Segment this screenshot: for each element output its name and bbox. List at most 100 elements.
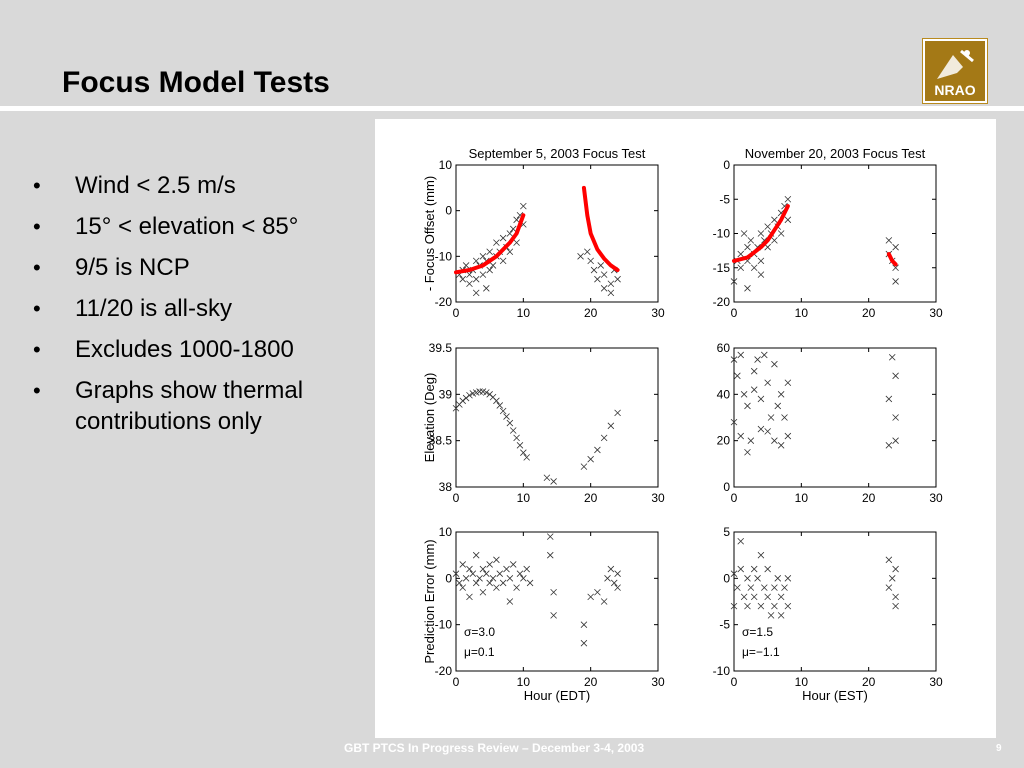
- data-point: [479, 565, 487, 573]
- chart-title: September 5, 2003 Focus Test: [469, 146, 646, 161]
- data-point: [469, 570, 477, 577]
- data-point: [750, 565, 758, 573]
- data-point: [486, 248, 493, 256]
- data-point: [750, 593, 758, 601]
- y-axis-label: - Focus Offset (mm): [422, 176, 437, 291]
- data-point: [489, 575, 497, 582]
- data-point: [509, 561, 517, 568]
- data-point: [462, 262, 470, 269]
- data-point: [584, 248, 591, 256]
- bullet-item: • Wind < 2.5 m/s: [33, 172, 236, 199]
- y-tick-label: -20: [713, 295, 731, 309]
- data-point: [614, 275, 621, 283]
- data-point: [476, 575, 483, 582]
- nrao-logo-icon: NRAO: [925, 41, 985, 101]
- data-point: [580, 621, 588, 628]
- slide-title: Focus Model Tests: [62, 66, 330, 99]
- x-tick-label: 20: [584, 491, 598, 505]
- data-point: [587, 593, 594, 601]
- data-point: [784, 575, 792, 582]
- bullet-item: • 9/5 is NCP: [33, 254, 190, 281]
- bullet-item: • Graphs show thermal contributions only: [33, 377, 304, 435]
- data-point: [493, 239, 500, 246]
- x-tick-label: 20: [584, 306, 598, 320]
- data-point: [784, 195, 792, 203]
- data-point: [764, 565, 771, 573]
- x-tick-label: 0: [453, 675, 460, 689]
- data-point: [456, 579, 463, 587]
- data-point: [771, 584, 778, 591]
- data-point: [757, 271, 765, 278]
- data-point: [479, 253, 487, 260]
- data-point: [604, 575, 611, 582]
- data-point: [750, 264, 758, 272]
- chart-6: 0 10 20 30 5 0 -5 -10 Hour (EST) σ=1.5 μ=−1.1: [713, 525, 943, 703]
- data-point: [892, 264, 899, 272]
- data-point: [892, 565, 899, 573]
- data-point: [499, 234, 507, 242]
- data-point: [526, 579, 534, 587]
- data-point: [483, 285, 490, 292]
- data-point: [764, 379, 771, 387]
- chart-3: 0 10 20 30 39.5 39 38.5 38 Elevation (Deg): [422, 341, 665, 505]
- y-tick-label: -10: [713, 664, 731, 678]
- data-point: [459, 275, 467, 283]
- data-point: [744, 448, 751, 456]
- data-point: [506, 230, 514, 237]
- data-point: [594, 446, 601, 454]
- y-tick-label: 40: [717, 387, 731, 401]
- data-point: [771, 437, 778, 444]
- data-point: [764, 223, 771, 230]
- data-point: [892, 278, 899, 285]
- data-point: [520, 449, 527, 456]
- data-point: [888, 575, 896, 582]
- x-tick-label: 30: [929, 675, 943, 689]
- data-point: [462, 394, 470, 402]
- data-point: [550, 588, 557, 596]
- data-point: [730, 602, 738, 610]
- data-point: [459, 561, 467, 568]
- data-point: [462, 575, 470, 582]
- data-point: [580, 463, 588, 470]
- y-tick-label: 10: [439, 158, 453, 172]
- data-point: [513, 216, 520, 224]
- x-tick-label: 0: [731, 675, 738, 689]
- stat-annotation: μ=−1.1: [742, 645, 780, 659]
- data-point: [777, 442, 785, 449]
- data-point: [784, 602, 792, 610]
- data-point: [452, 570, 460, 577]
- data-point: [523, 454, 530, 461]
- data-point: [499, 407, 507, 415]
- data-point: [506, 598, 514, 605]
- y-tick-label: 20: [717, 434, 731, 448]
- data-point: [774, 402, 782, 410]
- x-tick-label: 20: [862, 491, 876, 505]
- data-point: [740, 230, 748, 237]
- data-point: [730, 278, 738, 285]
- y-tick-label: -5: [719, 618, 730, 632]
- model-fit-line: [454, 213, 526, 275]
- data-point: [614, 409, 621, 417]
- data-point: [784, 379, 792, 387]
- data-point: [600, 271, 608, 278]
- data-point: [506, 419, 514, 427]
- data-point: [740, 391, 748, 398]
- x-tick-label: 30: [929, 306, 943, 320]
- y-tick-label: 38: [439, 480, 453, 494]
- data-point: [523, 565, 530, 573]
- data-point: [607, 565, 615, 573]
- data-point: [486, 391, 493, 398]
- data-point: [509, 427, 517, 434]
- x-tick-label: 0: [453, 491, 460, 505]
- data-point: [781, 584, 788, 591]
- data-point: [496, 570, 504, 577]
- data-point: [600, 434, 608, 442]
- bullet-item: • 15° < elevation < 85°: [33, 213, 299, 240]
- data-point: [885, 395, 893, 403]
- data-point: [499, 257, 507, 265]
- data-point: [747, 584, 755, 591]
- x-tick-label: 0: [731, 306, 738, 320]
- data-point: [499, 579, 507, 587]
- x-tick-label: 30: [651, 675, 665, 689]
- y-tick-label: 0: [723, 158, 730, 172]
